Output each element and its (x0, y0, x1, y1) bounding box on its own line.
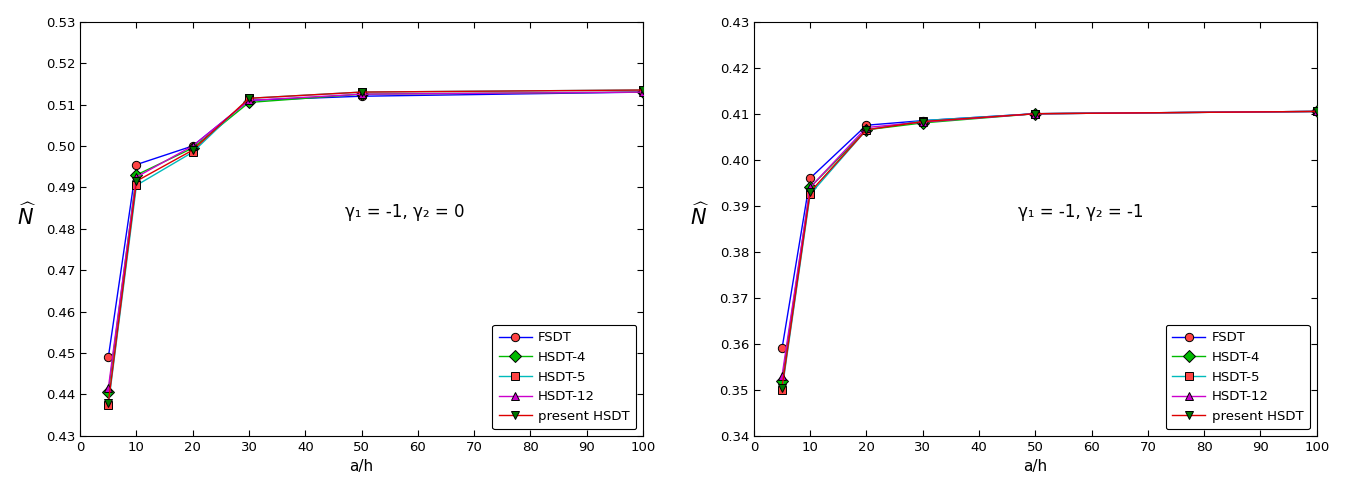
HSDT-12 (241, 97, 257, 103)
HSDT-12 (915, 119, 931, 125)
X-axis label: a/h: a/h (350, 460, 374, 474)
HSDT-12 (774, 373, 790, 379)
present HSDT (1027, 111, 1043, 117)
HSDT-5 (859, 127, 875, 133)
present HSDT (354, 89, 370, 95)
FSDT (100, 355, 116, 360)
HSDT-4 (774, 378, 790, 383)
HSDT-12 (128, 174, 144, 180)
Line: HSDT-5: HSDT-5 (778, 107, 1320, 394)
HSDT-5 (1308, 109, 1324, 114)
HSDT-12 (354, 91, 370, 97)
Y-axis label: $\widehat{N}$: $\widehat{N}$ (16, 203, 36, 229)
present HSDT (859, 127, 875, 133)
Line: FSDT: FSDT (104, 88, 647, 361)
HSDT-5 (354, 89, 370, 95)
HSDT-5 (802, 191, 818, 197)
HSDT-4 (859, 127, 875, 133)
HSDT-4 (1308, 109, 1324, 114)
Line: HSDT-12: HSDT-12 (104, 88, 647, 392)
present HSDT (241, 95, 257, 101)
FSDT (241, 97, 257, 103)
HSDT-4 (915, 120, 931, 126)
FSDT (859, 122, 875, 128)
FSDT (1308, 109, 1324, 114)
present HSDT (915, 119, 931, 125)
HSDT-5 (184, 149, 201, 155)
present HSDT (635, 87, 651, 93)
HSDT-12 (859, 125, 875, 131)
present HSDT (774, 384, 790, 390)
FSDT (774, 346, 790, 352)
HSDT-4 (802, 185, 818, 191)
Legend: FSDT, HSDT-4, HSDT-5, HSDT-12, present HSDT: FSDT, HSDT-4, HSDT-5, HSDT-12, present H… (493, 325, 637, 429)
FSDT (128, 162, 144, 167)
HSDT-4 (1027, 111, 1043, 117)
HSDT-4 (635, 89, 651, 95)
HSDT-12 (802, 185, 818, 191)
HSDT-4 (184, 145, 201, 151)
Legend: FSDT, HSDT-4, HSDT-5, HSDT-12, present HSDT: FSDT, HSDT-4, HSDT-5, HSDT-12, present H… (1166, 325, 1310, 429)
Line: FSDT: FSDT (778, 107, 1320, 353)
Line: present HSDT: present HSDT (104, 86, 647, 407)
HSDT-5 (128, 182, 144, 188)
HSDT-4 (100, 389, 116, 395)
HSDT-12 (1027, 111, 1043, 117)
FSDT (802, 175, 818, 181)
present HSDT (1308, 109, 1324, 114)
FSDT (1027, 111, 1043, 117)
FSDT (635, 89, 651, 95)
HSDT-5 (635, 87, 651, 93)
HSDT-5 (100, 402, 116, 408)
Line: HSDT-12: HSDT-12 (778, 107, 1320, 380)
Y-axis label: $\widehat{N}$: $\widehat{N}$ (690, 203, 709, 229)
present HSDT (128, 178, 144, 184)
Line: present HSDT: present HSDT (778, 107, 1320, 392)
HSDT-4 (241, 100, 257, 106)
present HSDT (802, 189, 818, 195)
HSDT-12 (100, 385, 116, 391)
FSDT (915, 118, 931, 124)
Text: γ₁ = -1, γ₂ = 0: γ₁ = -1, γ₂ = 0 (345, 203, 464, 221)
present HSDT (100, 400, 116, 406)
FSDT (354, 93, 370, 99)
HSDT-12 (1308, 109, 1324, 114)
Line: HSDT-4: HSDT-4 (104, 88, 647, 397)
Line: HSDT-4: HSDT-4 (778, 107, 1320, 385)
HSDT-5 (774, 387, 790, 393)
present HSDT (184, 147, 201, 153)
HSDT-12 (635, 89, 651, 95)
HSDT-4 (128, 172, 144, 178)
X-axis label: a/h: a/h (1023, 460, 1047, 474)
HSDT-5 (915, 118, 931, 124)
HSDT-5 (1027, 111, 1043, 117)
HSDT-12 (184, 143, 201, 149)
Text: γ₁ = -1, γ₂ = -1: γ₁ = -1, γ₂ = -1 (1019, 203, 1144, 221)
HSDT-5 (241, 95, 257, 101)
FSDT (184, 143, 201, 149)
Line: HSDT-5: HSDT-5 (104, 86, 647, 409)
HSDT-4 (354, 91, 370, 97)
